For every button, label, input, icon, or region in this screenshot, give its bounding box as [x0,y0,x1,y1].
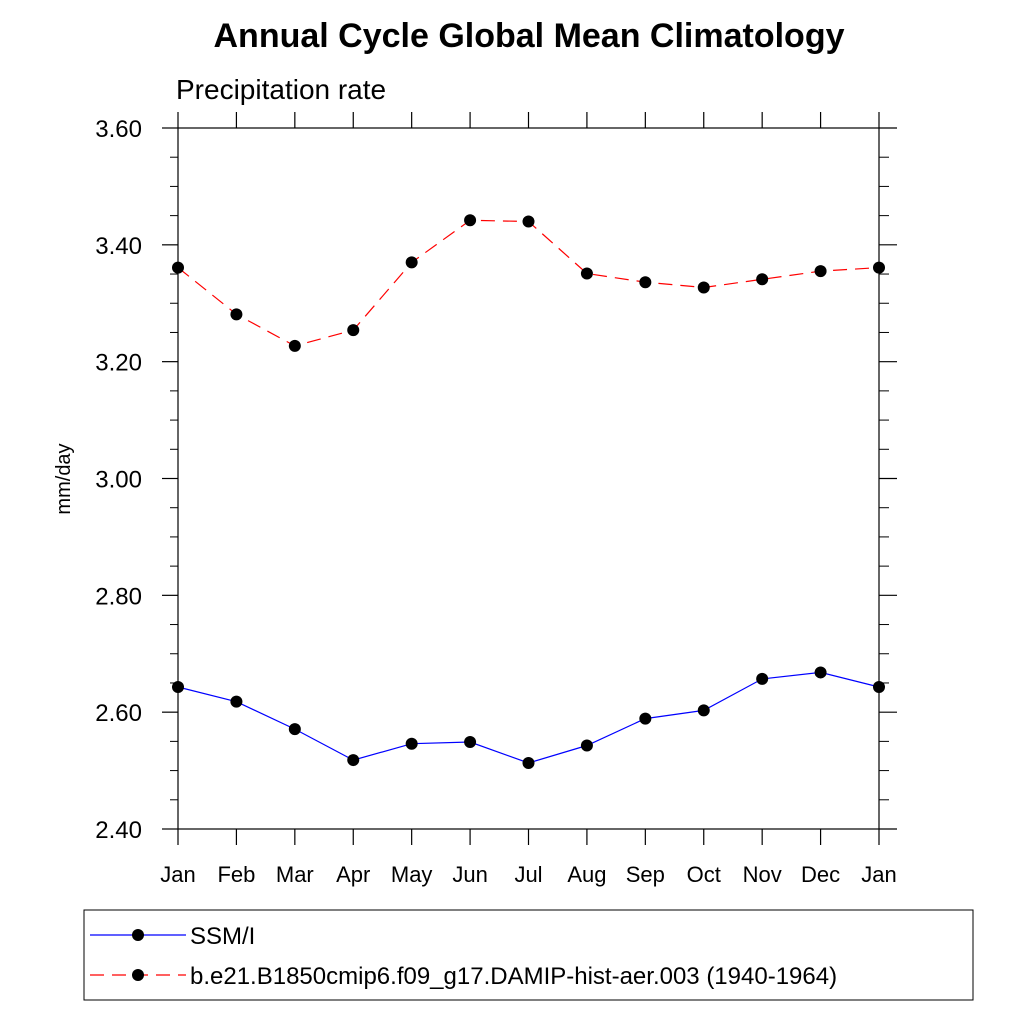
data-point [580,739,593,752]
x-tick-label: Mar [276,862,314,887]
x-tick-label: Aug [567,862,606,887]
data-point [172,681,184,694]
x-tick-label: Feb [217,862,255,887]
legend-entry: b.e21.B1850cmip6.f09_g17.DAMIP-hist-aer.… [90,963,837,990]
data-point [405,737,418,750]
series-line [177,219,880,347]
legend-entry: SSM/I [90,923,255,950]
y-tick-labels: 2.40 2.60 2.80 3.00 3.20 3.40 3.60 [95,116,142,844]
legend: SSM/I b.e21.B1850cmip6.f09_g17.DAMIP-hist… [90,923,837,990]
chart-subtitle: Precipitation rate [176,74,386,105]
x-tick-label: Oct [687,862,721,887]
data-point [288,723,301,736]
legend-marker [132,929,144,941]
chart-title: Annual Cycle Global Mean Climatology [214,17,845,55]
data-point [756,273,769,286]
y-tick-label: 3.20 [95,350,142,377]
data-point [230,308,243,321]
x-tick-label: May [391,862,433,887]
data-point [230,695,243,708]
y-tick-label: 3.00 [95,467,142,494]
legend-box [83,909,974,1001]
series-line [177,671,880,764]
legend-marker [132,969,144,981]
data-point [639,276,652,289]
data-point [405,256,418,269]
x-tick-label: Jul [514,862,542,887]
data-point [522,756,535,769]
data-point [464,735,477,748]
x-tick-label: Sep [626,862,665,887]
legend-label: b.e21.B1850cmip6.f09_g17.DAMIP-hist-aer.… [190,963,837,990]
x-tick-label: Apr [336,862,370,887]
data-point [814,265,827,278]
x-tick-label: Jan [160,862,195,887]
data-point [697,281,710,294]
data-point [172,261,184,274]
y-axis-label: mm/day [53,443,75,514]
data-point [347,324,360,337]
series-layer [172,214,885,769]
y-tick-label: 2.40 [95,817,142,844]
x-tick-label: Dec [801,862,840,887]
x-tick-labels: Jan Feb Mar Apr May Jun Jul Aug Sep Oct Nov Dec Jan [160,862,896,887]
y-tick-label: 2.60 [95,700,142,727]
y-tick-label: 3.40 [95,233,142,260]
data-point [873,261,885,274]
legend-label: SSM/I [190,923,255,950]
data-point [580,267,593,280]
data-point [756,672,769,685]
data-point [288,339,301,352]
x-tick-label: Nov [743,862,782,887]
x-tick-label: Jan [861,862,896,887]
data-point [522,215,535,228]
data-point [814,666,827,679]
y-tick-label: 2.80 [95,583,142,610]
data-point [464,214,477,227]
data-point [873,681,885,694]
data-point [347,754,360,767]
data-point [639,712,652,725]
y-tick-label: 3.60 [95,116,142,143]
data-point [697,704,710,717]
axis-ticks [162,112,897,845]
series-1 [172,214,885,352]
series-0 [172,666,885,769]
x-tick-label: Jun [452,862,487,887]
